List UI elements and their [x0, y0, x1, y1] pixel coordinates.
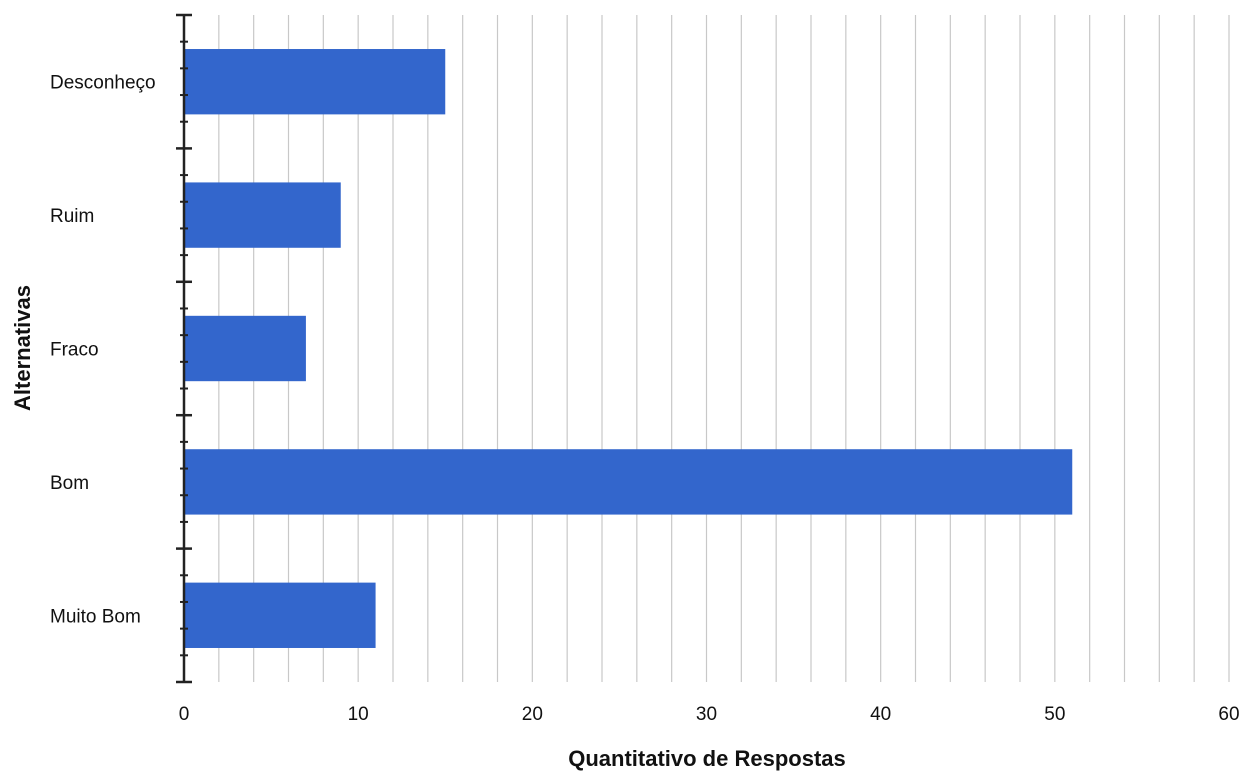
x-tick-label: 30	[696, 704, 717, 725]
y-tick-label: Ruim	[50, 206, 94, 227]
y-tick-labels: Desconheço Ruim Fraco Bom Muito Bom	[50, 73, 156, 628]
x-tick-label: 0	[179, 704, 190, 725]
x-tick-label: 40	[870, 704, 891, 725]
bar-fraco	[184, 315, 306, 382]
x-tick-label: 50	[1044, 704, 1065, 725]
y-tick-label: Fraco	[50, 340, 99, 361]
y-tick-label: Bom	[50, 473, 89, 494]
x-tick-label: 10	[348, 704, 369, 725]
axes	[176, 13, 192, 684]
bars	[184, 49, 1073, 648]
bar-desconheço	[184, 49, 446, 115]
bar-ruim	[184, 182, 341, 248]
x-tick-labels: 0 10 20 30 40 50 60	[179, 704, 1240, 725]
y-tick-label: Muito Bom	[50, 606, 141, 627]
bar-muito-bom	[184, 582, 376, 648]
bar-bom	[184, 449, 1073, 515]
x-axis-title: Quantitativo de Respostas	[568, 746, 846, 771]
gridlines	[218, 15, 1230, 682]
x-tick-label: 20	[522, 704, 543, 725]
x-tick-label: 60	[1218, 704, 1239, 725]
y-axis-title: Alternativas	[10, 285, 35, 411]
y-tick-label: Desconheço	[50, 73, 156, 94]
